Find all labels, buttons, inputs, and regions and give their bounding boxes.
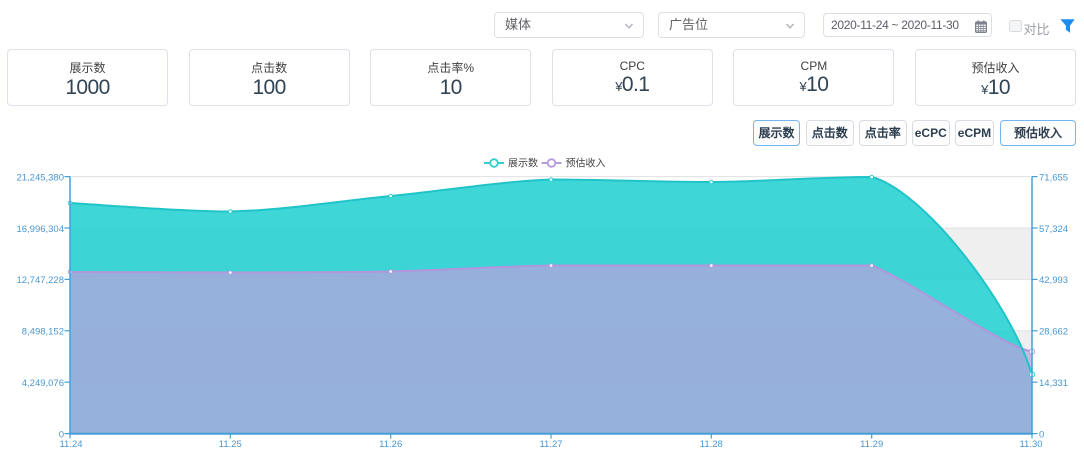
svg-text:57,324: 57,324 xyxy=(1039,224,1068,235)
svg-text:0: 0 xyxy=(59,429,64,440)
svg-text:11.27: 11.27 xyxy=(539,439,562,450)
svg-text:展示数: 展示数 xyxy=(508,157,538,170)
svg-text:11.24: 11.24 xyxy=(59,439,82,450)
svg-text:0: 0 xyxy=(1039,429,1044,440)
svg-text:12,747,228: 12,747,228 xyxy=(16,275,64,286)
svg-text:11.30: 11.30 xyxy=(1019,439,1042,450)
svg-text:11.25: 11.25 xyxy=(219,439,242,450)
svg-text:28,662: 28,662 xyxy=(1039,327,1068,338)
svg-text:16,996,304: 16,996,304 xyxy=(16,224,64,235)
svg-text:71,655: 71,655 xyxy=(1039,172,1068,183)
svg-text:11.26: 11.26 xyxy=(379,439,402,450)
svg-text:11.28: 11.28 xyxy=(700,439,723,450)
svg-text:21,245,380: 21,245,380 xyxy=(16,172,64,183)
svg-text:8,498,152: 8,498,152 xyxy=(22,327,64,338)
svg-text:4,249,076: 4,249,076 xyxy=(22,378,64,389)
svg-text:42,993: 42,993 xyxy=(1039,275,1068,286)
svg-text:预估收入: 预估收入 xyxy=(566,157,606,170)
svg-text:11.29: 11.29 xyxy=(860,439,883,450)
svg-text:14,331: 14,331 xyxy=(1039,378,1068,389)
